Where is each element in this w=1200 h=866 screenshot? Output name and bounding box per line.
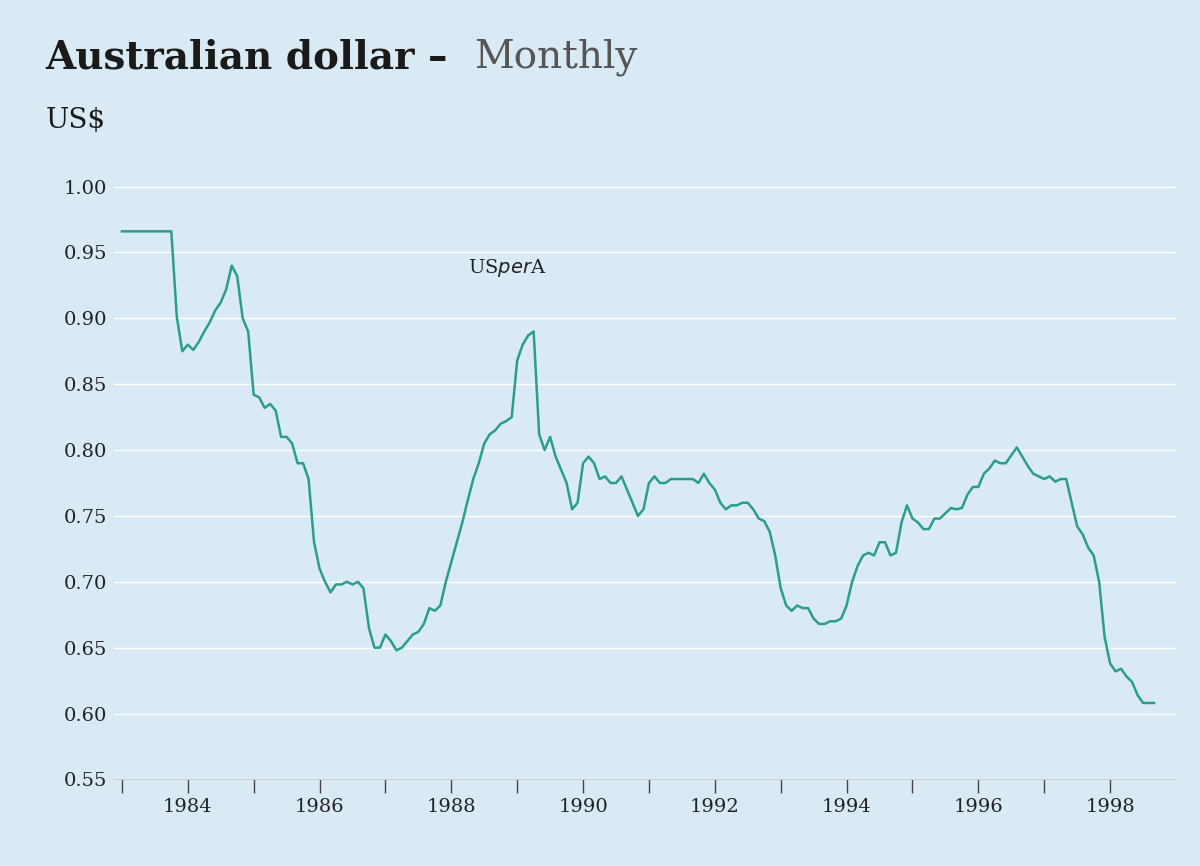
Text: Australian dollar –: Australian dollar –	[46, 38, 448, 76]
Text: Monthly: Monthly	[474, 38, 637, 76]
Text: US$ per $A: US$ per $A	[468, 257, 546, 279]
Text: US$: US$	[46, 107, 106, 133]
